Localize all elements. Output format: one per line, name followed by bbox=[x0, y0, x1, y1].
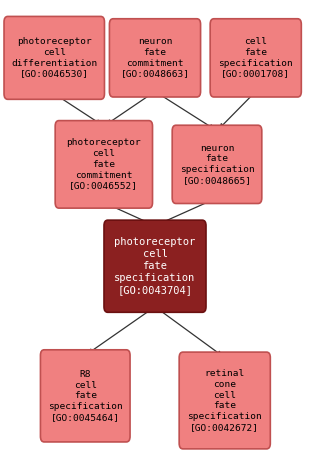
FancyBboxPatch shape bbox=[109, 19, 201, 97]
Text: photoreceptor
cell
fate
specification
[GO:0043704]: photoreceptor cell fate specification [G… bbox=[114, 237, 196, 295]
FancyBboxPatch shape bbox=[55, 120, 153, 208]
FancyBboxPatch shape bbox=[104, 220, 206, 312]
Text: neuron
fate
specification
[GO:0048665]: neuron fate specification [GO:0048665] bbox=[179, 144, 255, 185]
Text: retinal
cone
cell
fate
specification
[GO:0042672]: retinal cone cell fate specification [GO… bbox=[187, 369, 262, 432]
FancyBboxPatch shape bbox=[172, 125, 262, 203]
FancyBboxPatch shape bbox=[40, 350, 130, 442]
Text: R8
cell
fate
specification
[GO:0045464]: R8 cell fate specification [GO:0045464] bbox=[48, 370, 123, 422]
FancyBboxPatch shape bbox=[179, 352, 270, 449]
Text: neuron
fate
commitment
[GO:0048663]: neuron fate commitment [GO:0048663] bbox=[121, 37, 189, 79]
Text: photoreceptor
cell
fate
commitment
[GO:0046552]: photoreceptor cell fate commitment [GO:0… bbox=[66, 138, 141, 190]
Text: photoreceptor
cell
differentiation
[GO:0046530]: photoreceptor cell differentiation [GO:0… bbox=[11, 37, 97, 79]
FancyBboxPatch shape bbox=[4, 16, 104, 100]
FancyBboxPatch shape bbox=[210, 19, 301, 97]
Text: cell
fate
specification
[GO:0001708]: cell fate specification [GO:0001708] bbox=[218, 37, 293, 79]
